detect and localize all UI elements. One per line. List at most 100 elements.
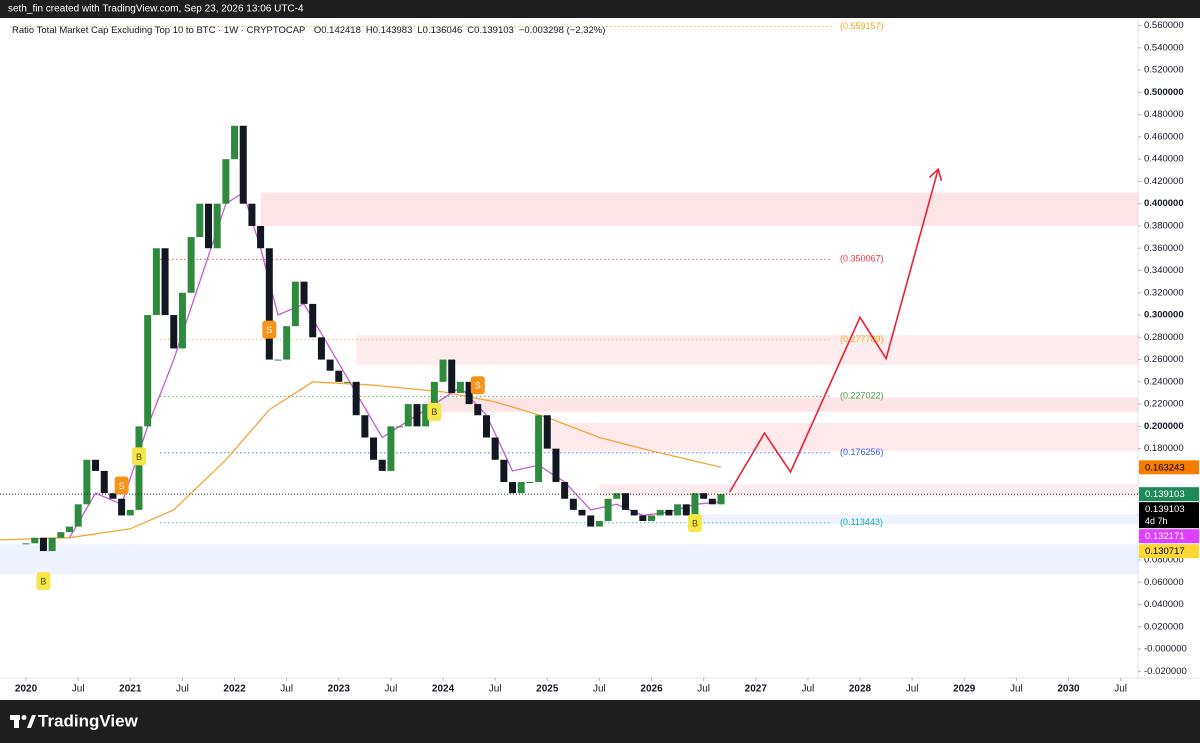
plot: (0.559157) (0.350067) (0.277789) (0.227022)…	[0, 21, 1138, 591]
candle-body	[413, 404, 421, 427]
price-tag	[1139, 460, 1199, 475]
candle-body	[335, 370, 343, 382]
legend-ohlc-key: H	[366, 25, 373, 36]
candle-body	[152, 248, 160, 316]
signal-badge	[687, 514, 702, 533]
candle-body	[639, 515, 647, 522]
header-text: seth_fin created with TradingView.com, S…	[8, 4, 304, 15]
candle-body	[569, 498, 577, 510]
candle-body	[83, 459, 91, 505]
candle-body	[708, 498, 716, 505]
zone	[547, 423, 1138, 451]
candle-body	[126, 509, 134, 516]
signal-label: B	[431, 407, 437, 417]
y-tick-label: 0.500000	[1144, 87, 1184, 98]
signal-label: S	[475, 381, 481, 391]
candle-body	[500, 459, 508, 483]
y-tick-label: 0.420000	[1144, 176, 1184, 187]
candle-body	[65, 526, 73, 533]
price-tag	[1139, 529, 1199, 544]
candle-body	[552, 448, 560, 483]
price-tag-label: 0.163243	[1145, 462, 1185, 473]
y-tick-label: 0.440000	[1144, 154, 1184, 165]
y-tick-label: 0.320000	[1144, 287, 1184, 298]
candle-body	[118, 498, 126, 516]
signal-badge	[36, 572, 51, 591]
x-tick-label: 2025	[536, 684, 559, 695]
legend-change: −0.003298 (−2.32%)	[519, 25, 606, 36]
legend-ohlc-value: 0.143983	[373, 25, 413, 36]
y-tick-label: 0.560000	[1144, 20, 1184, 31]
signal-badge	[131, 447, 146, 466]
candle-body	[352, 381, 360, 416]
y-tick-label: 0.040000	[1144, 599, 1184, 610]
level-label: (0.227022)	[840, 391, 884, 401]
candle-body	[665, 509, 673, 516]
chart-pane	[0, 18, 1200, 700]
candle-body	[100, 470, 108, 494]
x-tick-label: Jul	[697, 684, 710, 695]
y-tick-label: -0.020000	[1144, 666, 1187, 677]
x-tick-label: 2021	[119, 684, 142, 695]
legend-title: Ratio Total Market Cap Excluding Top 10 …	[12, 25, 305, 36]
candle-body	[265, 248, 273, 360]
candle-body	[509, 482, 517, 494]
level-label: (0.277789)	[840, 334, 884, 344]
y-tick-label: 0.400000	[1144, 198, 1184, 209]
candle-body	[300, 281, 308, 304]
x-tick-label: 2026	[640, 684, 663, 695]
x-tick-label: Jul	[1114, 684, 1127, 695]
candle-body	[630, 509, 638, 516]
candle-body	[283, 326, 291, 360]
candle-body	[170, 315, 178, 349]
x-tick-label: Jul	[801, 684, 814, 695]
signal-badge	[427, 402, 442, 421]
candle-body	[535, 415, 543, 483]
signal-label: S	[119, 481, 125, 491]
logo-shape	[14, 715, 19, 728]
logo-shape	[27, 715, 36, 728]
signal-label: S	[266, 325, 272, 335]
x-tick-label: 2027	[745, 684, 768, 695]
x-tick-label: Jul	[489, 684, 502, 695]
candle-body	[370, 437, 378, 460]
zone	[0, 544, 1138, 575]
candle-body	[231, 125, 239, 160]
candle-body	[144, 315, 152, 427]
logo-shape	[21, 715, 27, 720]
price-tag-label: 0.130717	[1145, 546, 1185, 557]
candle-body	[31, 537, 39, 544]
candle-body	[578, 509, 586, 516]
y-tick-label: 0.260000	[1144, 354, 1184, 365]
candle-body	[213, 203, 221, 249]
price-tag	[1139, 487, 1199, 502]
x-tick-label: 2030	[1057, 684, 1080, 695]
level-label: (0.350067)	[840, 254, 884, 264]
x-tick-label: Jul	[385, 684, 398, 695]
y-tick-label: 0.020000	[1144, 621, 1184, 632]
candle-body	[682, 504, 690, 516]
y-tick-label: 0.340000	[1144, 265, 1184, 276]
candle-body	[326, 359, 334, 371]
y-tick-label: 0.220000	[1144, 399, 1184, 410]
candle-body	[248, 203, 256, 226]
candle-body	[291, 281, 299, 327]
x-tick-label: Jul	[72, 684, 85, 695]
candle-body	[422, 404, 430, 427]
candle-body	[604, 498, 612, 522]
zone	[356, 335, 1138, 366]
x-tick-label: 2024	[432, 684, 455, 695]
x-tick-label: 2029	[953, 684, 976, 695]
legend-ohlc-key: O	[314, 25, 321, 36]
candle-body	[621, 493, 629, 510]
legend-ohlc-key: C	[467, 25, 474, 36]
candle-body	[543, 415, 551, 449]
signal-badge	[262, 320, 277, 339]
signal-label: B	[136, 452, 142, 462]
candle-body	[517, 482, 525, 494]
y-tick-label: 0.360000	[1144, 243, 1184, 254]
footer-logo: TradingView	[10, 711, 139, 730]
x-tick-label: Jul	[280, 684, 293, 695]
legend: Ratio Total Market Cap Excluding Top 10 …	[12, 25, 605, 36]
price-tag	[1139, 544, 1199, 559]
